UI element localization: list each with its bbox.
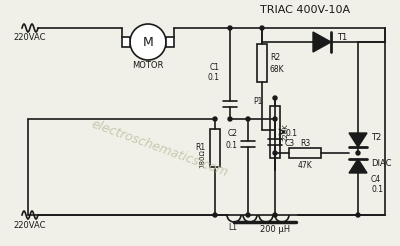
Text: L1: L1 bbox=[228, 224, 237, 232]
Text: C3: C3 bbox=[285, 138, 295, 148]
Polygon shape bbox=[313, 32, 331, 52]
Circle shape bbox=[273, 213, 277, 217]
Text: TRIAC 400V-10A: TRIAC 400V-10A bbox=[260, 5, 350, 15]
Bar bbox=[122, 37, 130, 47]
Circle shape bbox=[273, 117, 277, 121]
Circle shape bbox=[356, 213, 360, 217]
Text: M: M bbox=[143, 35, 153, 48]
Bar bbox=[289, 148, 321, 158]
Circle shape bbox=[273, 151, 277, 155]
Text: C4: C4 bbox=[371, 174, 381, 184]
Circle shape bbox=[228, 26, 232, 30]
Text: 0.1: 0.1 bbox=[226, 140, 238, 150]
Circle shape bbox=[213, 117, 217, 121]
Text: R3: R3 bbox=[300, 138, 310, 148]
Bar bbox=[166, 37, 174, 47]
Polygon shape bbox=[349, 133, 367, 147]
Circle shape bbox=[356, 151, 360, 155]
Text: R1: R1 bbox=[195, 142, 205, 152]
Bar bbox=[257, 44, 267, 82]
Circle shape bbox=[213, 213, 217, 217]
Text: 220K: 220K bbox=[283, 123, 289, 141]
Bar bbox=[270, 106, 280, 158]
Circle shape bbox=[246, 117, 250, 121]
Text: 0.1: 0.1 bbox=[371, 184, 383, 194]
Circle shape bbox=[246, 213, 250, 217]
Text: 220VAC: 220VAC bbox=[14, 33, 46, 43]
Text: C2: C2 bbox=[228, 129, 238, 138]
Text: MOTOR: MOTOR bbox=[132, 62, 164, 71]
Bar bbox=[210, 129, 220, 167]
Text: 0.1: 0.1 bbox=[285, 128, 297, 138]
Circle shape bbox=[273, 96, 277, 100]
Circle shape bbox=[260, 26, 264, 30]
Text: C1: C1 bbox=[210, 63, 220, 73]
Text: 0.1: 0.1 bbox=[208, 73, 220, 81]
Text: electroschematics.com: electroschematics.com bbox=[90, 117, 230, 179]
Text: DIAC: DIAC bbox=[371, 158, 392, 168]
Text: 47K: 47K bbox=[298, 162, 312, 170]
Circle shape bbox=[130, 24, 166, 60]
Text: R2: R2 bbox=[270, 53, 280, 62]
Text: T1: T1 bbox=[337, 33, 347, 43]
Text: 220VAC: 220VAC bbox=[14, 220, 46, 230]
Polygon shape bbox=[349, 159, 367, 173]
Text: T2: T2 bbox=[371, 133, 381, 141]
Text: 68K: 68K bbox=[270, 65, 285, 75]
Circle shape bbox=[228, 117, 232, 121]
Text: 200 μH: 200 μH bbox=[260, 225, 290, 233]
Text: 180Ω: 180Ω bbox=[199, 150, 205, 169]
Text: P1: P1 bbox=[254, 97, 263, 107]
